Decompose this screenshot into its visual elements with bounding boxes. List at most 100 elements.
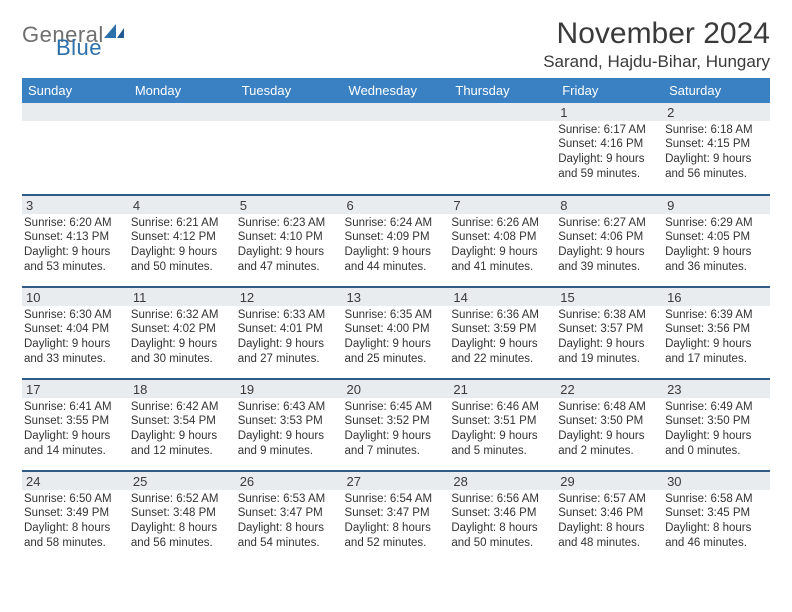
detail-line: Daylight: 8 hours bbox=[131, 521, 232, 536]
detail-line: Sunrise: 6:54 AM bbox=[345, 492, 446, 507]
detail-line: Sunset: 4:13 PM bbox=[24, 230, 125, 245]
day-details: Sunrise: 6:57 AMSunset: 3:46 PMDaylight:… bbox=[556, 490, 663, 553]
day-number: 6 bbox=[343, 196, 450, 214]
day-cell: 24Sunrise: 6:50 AMSunset: 3:49 PMDayligh… bbox=[22, 471, 129, 563]
detail-line: Sunset: 3:50 PM bbox=[665, 414, 766, 429]
detail-line: and 19 minutes. bbox=[558, 352, 659, 367]
detail-line: Sunset: 4:01 PM bbox=[238, 322, 339, 337]
detail-line: Sunset: 3:55 PM bbox=[24, 414, 125, 429]
detail-line: and 50 minutes. bbox=[131, 260, 232, 275]
detail-line: Sunrise: 6:27 AM bbox=[558, 216, 659, 231]
day-cell: 5Sunrise: 6:23 AMSunset: 4:10 PMDaylight… bbox=[236, 195, 343, 287]
col-thursday: Thursday bbox=[449, 78, 556, 103]
detail-line: Daylight: 8 hours bbox=[451, 521, 552, 536]
day-cell: 21Sunrise: 6:46 AMSunset: 3:51 PMDayligh… bbox=[449, 379, 556, 471]
day-details: Sunrise: 6:26 AMSunset: 4:08 PMDaylight:… bbox=[449, 214, 556, 277]
detail-line: Sunrise: 6:46 AM bbox=[451, 400, 552, 415]
detail-line: Sunrise: 6:52 AM bbox=[131, 492, 232, 507]
day-number: 13 bbox=[343, 288, 450, 306]
detail-line: Daylight: 9 hours bbox=[24, 245, 125, 260]
day-cell: 3Sunrise: 6:20 AMSunset: 4:13 PMDaylight… bbox=[22, 195, 129, 287]
detail-line: Sunrise: 6:50 AM bbox=[24, 492, 125, 507]
detail-line: Daylight: 9 hours bbox=[238, 337, 339, 352]
day-details: Sunrise: 6:35 AMSunset: 4:00 PMDaylight:… bbox=[343, 306, 450, 369]
detail-line: Sunrise: 6:23 AM bbox=[238, 216, 339, 231]
detail-line: Sunrise: 6:45 AM bbox=[345, 400, 446, 415]
detail-line: Daylight: 9 hours bbox=[451, 337, 552, 352]
day-number: 14 bbox=[449, 288, 556, 306]
day-details bbox=[449, 121, 556, 125]
detail-line: and 46 minutes. bbox=[665, 536, 766, 551]
day-cell: 29Sunrise: 6:57 AMSunset: 3:46 PMDayligh… bbox=[556, 471, 663, 563]
detail-line: Sunrise: 6:38 AM bbox=[558, 308, 659, 323]
day-details: Sunrise: 6:42 AMSunset: 3:54 PMDaylight:… bbox=[129, 398, 236, 461]
detail-line: Daylight: 8 hours bbox=[345, 521, 446, 536]
header: General Blue November 2024 Sarand, Hajdu… bbox=[22, 18, 770, 72]
detail-line: and 7 minutes. bbox=[345, 444, 446, 459]
detail-line: Sunrise: 6:36 AM bbox=[451, 308, 552, 323]
detail-line: Sunrise: 6:20 AM bbox=[24, 216, 125, 231]
day-cell: 7Sunrise: 6:26 AMSunset: 4:08 PMDaylight… bbox=[449, 195, 556, 287]
detail-line: Daylight: 9 hours bbox=[131, 337, 232, 352]
day-number: 1 bbox=[556, 103, 663, 121]
day-details: Sunrise: 6:20 AMSunset: 4:13 PMDaylight:… bbox=[22, 214, 129, 277]
detail-line: and 41 minutes. bbox=[451, 260, 552, 275]
detail-line: and 22 minutes. bbox=[451, 352, 552, 367]
detail-line: Daylight: 9 hours bbox=[665, 429, 766, 444]
detail-line: Sunset: 4:16 PM bbox=[558, 137, 659, 152]
day-details bbox=[129, 121, 236, 125]
headings: November 2024 Sarand, Hajdu-Bihar, Hunga… bbox=[543, 18, 770, 72]
detail-line: Daylight: 8 hours bbox=[665, 521, 766, 536]
day-number bbox=[236, 103, 343, 121]
detail-line: Daylight: 9 hours bbox=[238, 429, 339, 444]
day-cell bbox=[449, 103, 556, 195]
detail-line: and 44 minutes. bbox=[345, 260, 446, 275]
col-friday: Friday bbox=[556, 78, 663, 103]
week-row: 24Sunrise: 6:50 AMSunset: 3:49 PMDayligh… bbox=[22, 471, 770, 563]
detail-line: Sunrise: 6:58 AM bbox=[665, 492, 766, 507]
detail-line: Sunrise: 6:35 AM bbox=[345, 308, 446, 323]
detail-line: Sunrise: 6:56 AM bbox=[451, 492, 552, 507]
detail-line: and 27 minutes. bbox=[238, 352, 339, 367]
detail-line: Daylight: 8 hours bbox=[24, 521, 125, 536]
week-row: 17Sunrise: 6:41 AMSunset: 3:55 PMDayligh… bbox=[22, 379, 770, 471]
page-subtitle: Sarand, Hajdu-Bihar, Hungary bbox=[543, 52, 770, 72]
detail-line: Sunrise: 6:33 AM bbox=[238, 308, 339, 323]
day-details: Sunrise: 6:27 AMSunset: 4:06 PMDaylight:… bbox=[556, 214, 663, 277]
day-cell: 16Sunrise: 6:39 AMSunset: 3:56 PMDayligh… bbox=[663, 287, 770, 379]
day-cell: 23Sunrise: 6:49 AMSunset: 3:50 PMDayligh… bbox=[663, 379, 770, 471]
day-cell: 1Sunrise: 6:17 AMSunset: 4:16 PMDaylight… bbox=[556, 103, 663, 195]
detail-line: Sunset: 3:46 PM bbox=[451, 506, 552, 521]
detail-line: Daylight: 9 hours bbox=[451, 245, 552, 260]
day-cell: 22Sunrise: 6:48 AMSunset: 3:50 PMDayligh… bbox=[556, 379, 663, 471]
week-row: 1Sunrise: 6:17 AMSunset: 4:16 PMDaylight… bbox=[22, 103, 770, 195]
day-number: 28 bbox=[449, 472, 556, 490]
detail-line: Sunset: 4:05 PM bbox=[665, 230, 766, 245]
day-details: Sunrise: 6:48 AMSunset: 3:50 PMDaylight:… bbox=[556, 398, 663, 461]
day-cell bbox=[129, 103, 236, 195]
day-number: 21 bbox=[449, 380, 556, 398]
day-number: 22 bbox=[556, 380, 663, 398]
day-details: Sunrise: 6:17 AMSunset: 4:16 PMDaylight:… bbox=[556, 121, 663, 184]
calendar-table: Sunday Monday Tuesday Wednesday Thursday… bbox=[22, 78, 770, 563]
detail-line: Sunset: 3:49 PM bbox=[24, 506, 125, 521]
detail-line: Daylight: 9 hours bbox=[24, 337, 125, 352]
col-tuesday: Tuesday bbox=[236, 78, 343, 103]
day-details: Sunrise: 6:29 AMSunset: 4:05 PMDaylight:… bbox=[663, 214, 770, 277]
detail-line: Sunset: 4:02 PM bbox=[131, 322, 232, 337]
detail-line: Sunset: 4:00 PM bbox=[345, 322, 446, 337]
day-details: Sunrise: 6:41 AMSunset: 3:55 PMDaylight:… bbox=[22, 398, 129, 461]
detail-line: Daylight: 9 hours bbox=[345, 337, 446, 352]
detail-line: and 25 minutes. bbox=[345, 352, 446, 367]
detail-line: Sunrise: 6:49 AM bbox=[665, 400, 766, 415]
detail-line: and 9 minutes. bbox=[238, 444, 339, 459]
day-cell: 8Sunrise: 6:27 AMSunset: 4:06 PMDaylight… bbox=[556, 195, 663, 287]
day-details: Sunrise: 6:50 AMSunset: 3:49 PMDaylight:… bbox=[22, 490, 129, 553]
detail-line: Daylight: 9 hours bbox=[558, 337, 659, 352]
detail-line: Daylight: 9 hours bbox=[131, 429, 232, 444]
day-details: Sunrise: 6:53 AMSunset: 3:47 PMDaylight:… bbox=[236, 490, 343, 553]
detail-line: Daylight: 8 hours bbox=[558, 521, 659, 536]
week-row: 10Sunrise: 6:30 AMSunset: 4:04 PMDayligh… bbox=[22, 287, 770, 379]
detail-line: and 56 minutes. bbox=[131, 536, 232, 551]
detail-line: Sunrise: 6:39 AM bbox=[665, 308, 766, 323]
